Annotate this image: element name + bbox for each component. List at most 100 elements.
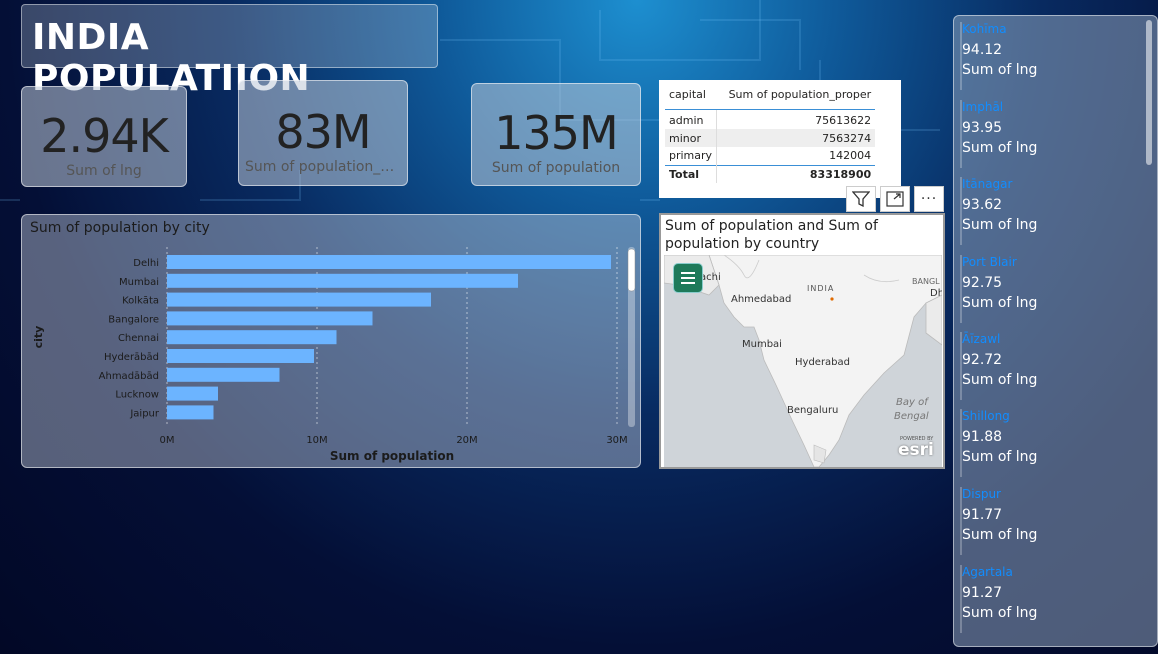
bar[interactable]	[167, 405, 214, 420]
kpi-card-lng[interactable]: 2.94K Sum of lng	[21, 86, 187, 187]
kpi-label: Sum of lng	[66, 163, 142, 179]
list-item-city: Āīzawl	[962, 332, 1001, 346]
list-item-value: 91.27	[962, 585, 1003, 601]
list-item-value: 94.12	[962, 42, 1003, 58]
list-item-label: Sum of lng	[962, 140, 1038, 156]
table-header-population-proper[interactable]: Sum of population_proper	[716, 88, 876, 110]
bar-chart-svg: Delhi Mumbai Kolkāta Bangalore Chennai Hyderā…	[32, 247, 636, 463]
list-item[interactable]: Imphāl 93.95 Sum of lng	[960, 100, 1142, 168]
bar[interactable]	[167, 367, 280, 382]
kpi-value: 2.94K	[40, 109, 169, 163]
map-panel[interactable]: Sum of population and Sum of population …	[659, 213, 945, 469]
list-item-value: 93.95	[962, 120, 1003, 136]
bar[interactable]	[167, 330, 337, 345]
list-item-value: 91.88	[962, 429, 1003, 445]
table-row[interactable]: admin 75613622	[665, 109, 876, 129]
bar[interactable]	[167, 386, 218, 401]
map-label-bay: Bay of	[896, 397, 928, 408]
x-tick-label: 0M	[160, 435, 175, 446]
y-axis-title: city	[32, 326, 45, 349]
x-tick-label: 30M	[606, 435, 627, 446]
more-options-icon[interactable]: ···	[914, 186, 944, 212]
kpi-label: Sum of population	[491, 160, 621, 176]
map-label-bangla: BANGL	[912, 277, 940, 286]
chart-title: Sum of population by city	[30, 220, 210, 236]
table-total-row: Total 83318900	[665, 164, 876, 183]
list-item[interactable]: Āīzawl 92.72 Sum of lng	[960, 332, 1142, 400]
table-row[interactable]: minor 7563274	[665, 129, 876, 147]
scrollbar[interactable]	[1146, 20, 1152, 165]
list-item-label: Sum of lng	[962, 449, 1038, 465]
list-item-city: Shillong	[962, 409, 1010, 423]
list-item-label: Sum of lng	[962, 527, 1038, 543]
list-item-value: 93.62	[962, 197, 1003, 213]
list-item[interactable]: Agartala 91.27 Sum of lng	[960, 565, 1142, 633]
list-item-label: Sum of lng	[962, 62, 1038, 78]
list-item-city: Port Blair	[962, 255, 1017, 269]
list-item[interactable]: Itānagar 93.62 Sum of lng	[960, 177, 1142, 245]
map-title: Sum of population and Sum of population …	[665, 218, 878, 252]
bar[interactable]	[167, 255, 611, 269]
city-lng-list[interactable]: Kohīma 94.12 Sum of lng Imphāl 93.95 Sum…	[953, 15, 1158, 647]
table-total-label: Total	[665, 164, 717, 183]
filter-icon[interactable]	[846, 186, 876, 212]
map-shapes	[664, 255, 942, 467]
table-cell: primary	[669, 149, 713, 163]
table-cell: admin	[669, 114, 704, 127]
x-tick-label: 20M	[456, 435, 477, 446]
list-item-value: 91.77	[962, 507, 1003, 523]
map-label-karachi: achi	[700, 272, 721, 283]
list-item-label: Sum of lng	[962, 605, 1038, 621]
x-tick-label: 10M	[306, 435, 327, 446]
title-banner: INDIA POPULATIION	[21, 4, 438, 99]
map-label-dhaka: Dh	[930, 288, 942, 299]
map-label-bengaluru: Bengaluru	[787, 405, 839, 416]
esri-powered-label: POWERED BY	[900, 436, 934, 442]
category-label: Lucknow	[115, 390, 159, 401]
list-item-label: Sum of lng	[962, 372, 1038, 388]
capital-table[interactable]: capital Sum of population_proper admin 7…	[659, 80, 901, 198]
bar-chart-panel[interactable]: Sum of population by city Delhi Mumbai Kol…	[21, 214, 641, 468]
kpi-value: 135M	[494, 106, 619, 160]
map-label-mumbai: Mumbai	[742, 339, 782, 350]
table-row[interactable]: primary 142004	[665, 147, 876, 165]
table-cell: 7563274	[716, 129, 876, 147]
table-total-value: 83318900	[716, 164, 876, 183]
map-label-hyderabad: Hyderabad	[795, 357, 850, 368]
map-menu-button[interactable]	[673, 263, 703, 293]
map-canvas[interactable]: achi Ahmedabad INDIA Mumbai Hyderabad Be…	[664, 255, 942, 467]
list-item-label: Sum of lng	[962, 295, 1038, 311]
x-axis-title: Sum of population	[330, 449, 454, 463]
kpi-card-population[interactable]: 135M Sum of population	[471, 83, 641, 186]
map-label-bengal: Bengal	[894, 411, 929, 422]
list-item-city: Imphāl	[962, 100, 1004, 114]
list-item[interactable]: Port Blair 92.75 Sum of lng	[960, 255, 1142, 323]
kpi-card-population-proper[interactable]: 83M Sum of population_pr...	[238, 80, 408, 186]
category-label: Kolkāta	[122, 296, 159, 307]
list-item-city: Itānagar	[962, 177, 1013, 191]
focus-mode-icon[interactable]	[880, 186, 910, 212]
bar[interactable]	[167, 311, 373, 326]
chart-scrollbar-thumb[interactable]	[627, 248, 636, 292]
table-cell: 142004	[716, 147, 876, 165]
list-item[interactable]: Kohīma 94.12 Sum of lng	[960, 22, 1142, 90]
list-item[interactable]: Shillong 91.88 Sum of lng	[960, 409, 1142, 477]
bar[interactable]	[167, 292, 431, 307]
table-cell: 75613622	[716, 109, 876, 129]
bar[interactable]	[167, 349, 314, 363]
category-label: Mumbai	[119, 277, 159, 288]
list-item-label: Sum of lng	[962, 217, 1038, 233]
list-item-value: 92.75	[962, 275, 1003, 291]
category-label: Chennai	[118, 333, 159, 344]
esri-logo: esri	[898, 440, 934, 460]
table-cell: minor	[665, 129, 717, 147]
list-item-value: 92.72	[962, 352, 1003, 368]
kpi-value: 83M	[275, 105, 371, 159]
list-item-city: Kohīma	[962, 22, 1007, 36]
bar[interactable]	[167, 273, 518, 288]
category-label: Jaipur	[129, 408, 160, 419]
list-item-city: Dispur	[962, 487, 1001, 501]
table-header-capital[interactable]: capital	[665, 88, 717, 110]
kpi-label: Sum of population_pr...	[245, 159, 407, 175]
list-item[interactable]: Dispur 91.77 Sum of lng	[960, 487, 1142, 555]
